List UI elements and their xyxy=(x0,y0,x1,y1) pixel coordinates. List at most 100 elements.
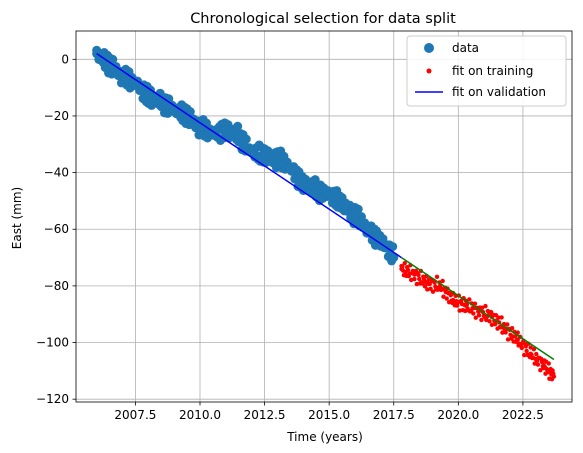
y-axis-label: East (mm) xyxy=(10,187,24,249)
x-tick-label: 2017.5 xyxy=(373,408,415,422)
training-band-point xyxy=(534,351,539,357)
data-point xyxy=(260,151,270,161)
x-tick-label: 2012.5 xyxy=(244,408,286,422)
training-band-point xyxy=(503,330,508,335)
plot-frame xyxy=(75,30,573,403)
validation-trend-line xyxy=(401,256,555,361)
training-band-point xyxy=(457,308,462,313)
training-band-point xyxy=(422,284,428,289)
legend-box xyxy=(406,35,567,107)
training-band-point xyxy=(513,334,518,339)
y-tick-label: −20 xyxy=(44,109,69,123)
training-band-point xyxy=(472,301,478,306)
training-point xyxy=(412,272,417,277)
training-band-point xyxy=(440,278,445,284)
training-band-point xyxy=(434,274,440,280)
y-tick-label: −80 xyxy=(44,279,69,293)
training-band-point xyxy=(432,280,437,285)
training-band-point xyxy=(546,361,551,366)
training-band-point xyxy=(487,318,492,324)
x-tick-label: 2020.0 xyxy=(437,408,479,422)
training-band-point xyxy=(467,297,472,302)
data-point xyxy=(273,153,282,163)
training-band-point xyxy=(416,272,421,278)
training-band-point xyxy=(441,294,446,299)
x-tick-label: 2015.0 xyxy=(308,408,350,422)
data-band-point xyxy=(241,134,251,144)
data-point xyxy=(182,111,192,121)
training-band-point xyxy=(420,281,425,286)
data-point xyxy=(143,91,153,101)
training-point xyxy=(425,280,430,286)
lines-layer xyxy=(96,53,555,361)
training-band-point xyxy=(509,325,515,331)
training-band-point xyxy=(430,289,436,294)
data-point xyxy=(234,131,244,141)
data-band-point xyxy=(388,242,398,252)
y-tick-label: −120 xyxy=(36,392,69,406)
x-tick-label: 2010.0 xyxy=(179,408,221,422)
x-tick-label: 2022.5 xyxy=(502,408,544,422)
data-point xyxy=(156,97,166,107)
training-point xyxy=(515,337,520,342)
x-tick-label: 2007.5 xyxy=(114,408,156,422)
data-point xyxy=(324,190,334,200)
training-band-point xyxy=(524,348,529,354)
data-point xyxy=(130,77,140,87)
legend-label-data: data xyxy=(452,41,479,55)
data-layer xyxy=(92,45,557,382)
training-band-point xyxy=(473,315,478,320)
data-point xyxy=(363,224,373,234)
training-point xyxy=(528,351,533,357)
training-band-point xyxy=(522,352,527,358)
training-band-point xyxy=(412,276,417,282)
legend-marker-fit-on-training xyxy=(426,68,432,74)
y-tick-label: −60 xyxy=(44,222,69,236)
training-band-point xyxy=(444,296,449,301)
training-band-point xyxy=(500,330,505,335)
training-band-point xyxy=(402,261,407,266)
training-band-point xyxy=(535,362,541,367)
training-point xyxy=(541,362,546,368)
training-band-point xyxy=(492,322,498,327)
data-point xyxy=(221,125,231,135)
ticks-layer: 2007.5 2010.0 2012.5 2015.0 2017.5 2020.0 2022… xyxy=(36,52,544,422)
data-point xyxy=(389,253,399,263)
legend-label-fit-on-training: fit on training xyxy=(452,64,533,78)
data-point xyxy=(169,105,179,115)
training-band-point xyxy=(471,311,476,316)
training-band-point xyxy=(476,313,482,318)
data-point xyxy=(298,179,308,189)
chart-title: Chronological selection for data split xyxy=(190,11,456,27)
training-point xyxy=(399,266,404,272)
training-point xyxy=(450,297,456,303)
legend-label-fit-on-validation: fit on validation xyxy=(452,85,546,99)
training-band-point xyxy=(515,330,520,335)
y-tick-label: 0 xyxy=(61,52,69,66)
training-band-point xyxy=(499,315,504,320)
training-band-point xyxy=(538,368,543,373)
y-tick-label: −100 xyxy=(36,336,69,350)
training-band-point xyxy=(479,317,484,323)
training-band-point xyxy=(417,276,422,282)
training-band-point xyxy=(483,303,488,309)
data-point xyxy=(311,185,321,195)
data-point xyxy=(285,162,295,172)
training-band-point xyxy=(519,345,524,351)
training-band-point xyxy=(528,345,533,350)
training-band-point xyxy=(496,315,501,320)
data-band-point xyxy=(233,121,243,131)
training-band-point xyxy=(531,347,537,352)
legend: data fit on training fit on validation xyxy=(406,35,567,107)
training-band-point xyxy=(405,267,411,273)
x-axis-label: Time (years) xyxy=(286,430,363,444)
training-point xyxy=(463,303,469,308)
data-point xyxy=(337,199,347,209)
data-point xyxy=(350,210,360,220)
data-point xyxy=(118,71,127,81)
data-point xyxy=(105,60,115,70)
y-tick-label: −40 xyxy=(44,166,69,180)
training-point xyxy=(551,374,557,379)
training-band-point xyxy=(505,322,510,327)
